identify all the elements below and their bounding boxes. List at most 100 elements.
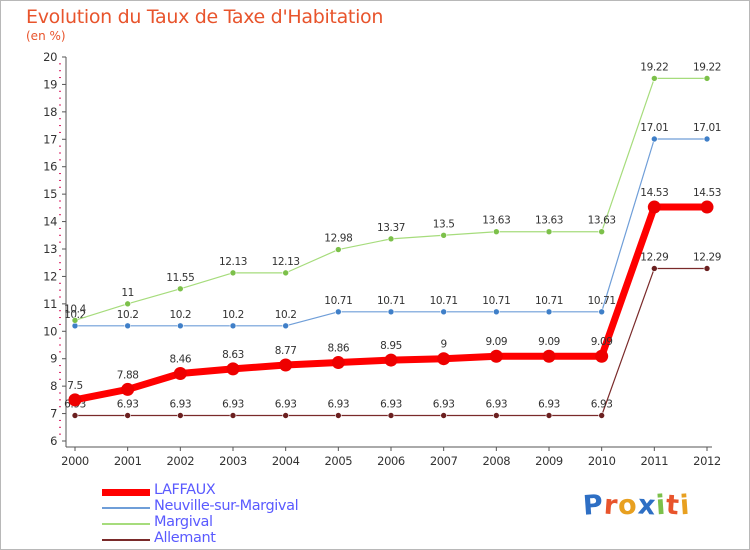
data-label: 10.2 bbox=[275, 309, 297, 321]
data-label: 12.13 bbox=[219, 256, 247, 268]
x-tick-label: 2012 bbox=[693, 454, 721, 468]
data-point bbox=[545, 412, 553, 419]
data-label: 10.2 bbox=[117, 309, 139, 321]
data-point bbox=[651, 75, 658, 82]
data-label: 12.13 bbox=[272, 256, 300, 268]
x-tick-label: 2004 bbox=[272, 454, 300, 468]
data-point bbox=[598, 412, 605, 419]
data-label: 14.53 bbox=[693, 187, 721, 199]
x-tick-label: 2002 bbox=[166, 454, 194, 468]
y-tick-label: 20 bbox=[43, 50, 57, 64]
data-label: 11 bbox=[121, 287, 134, 299]
data-point bbox=[387, 235, 395, 243]
data-point bbox=[68, 393, 82, 407]
data-label: 9 bbox=[441, 339, 447, 351]
data-label: 10.71 bbox=[588, 295, 616, 307]
y-tick-label: 14 bbox=[43, 215, 57, 229]
data-point bbox=[437, 352, 451, 366]
data-label: 10.2 bbox=[64, 309, 86, 321]
data-label: 10.71 bbox=[535, 295, 563, 307]
y-tick-label: 19 bbox=[43, 77, 57, 91]
data-label: 13.5 bbox=[433, 218, 455, 230]
x-tick-label: 2008 bbox=[482, 454, 510, 468]
x-tick-label: 2009 bbox=[535, 454, 563, 468]
y-tick-label: 18 bbox=[43, 105, 57, 119]
legend-label: Margival bbox=[154, 514, 213, 530]
data-label: 6.93 bbox=[485, 398, 507, 410]
data-label: 10.4 bbox=[64, 303, 86, 315]
data-point bbox=[651, 135, 658, 143]
logo-letter: x bbox=[636, 489, 658, 522]
proxiti-logo: Proxiti bbox=[582, 489, 692, 522]
x-tick-label: 2010 bbox=[588, 454, 616, 468]
data-label: 6.93 bbox=[380, 398, 402, 410]
data-point bbox=[226, 362, 240, 376]
data-label: 13.63 bbox=[482, 215, 510, 227]
data-point bbox=[177, 412, 184, 419]
y-tick-label: 10 bbox=[43, 324, 57, 338]
data-label: 19.22 bbox=[640, 61, 668, 73]
data-label: 6.93 bbox=[591, 398, 613, 410]
data-point bbox=[71, 317, 79, 324]
data-point bbox=[545, 308, 553, 316]
data-label: 8.86 bbox=[327, 343, 349, 355]
data-point bbox=[384, 353, 398, 367]
data-point bbox=[493, 308, 500, 316]
data-label: 6.93 bbox=[327, 398, 349, 410]
legend-label: LAFFAUX bbox=[154, 482, 216, 498]
data-label: 10.71 bbox=[377, 295, 405, 307]
data-label: 13.63 bbox=[535, 215, 563, 227]
legend-swatch bbox=[102, 523, 150, 525]
chart-title: Evolution du Taux de Taxe d'Habitation bbox=[26, 6, 384, 28]
legend-item: LAFFAUX bbox=[102, 482, 362, 500]
unit-label: (en %) bbox=[26, 29, 66, 43]
data-point bbox=[700, 200, 714, 214]
legend-swatch bbox=[102, 507, 150, 509]
data-point bbox=[71, 412, 79, 419]
data-point bbox=[282, 269, 289, 277]
data-point bbox=[282, 412, 289, 419]
y-tick-label: 13 bbox=[43, 242, 57, 256]
data-label: 10.71 bbox=[430, 295, 458, 307]
data-label: 10.2 bbox=[169, 309, 191, 321]
data-label: 17.01 bbox=[640, 122, 668, 134]
data-point bbox=[71, 322, 79, 330]
logo-letter: i bbox=[679, 489, 692, 522]
y-tick-label: 16 bbox=[43, 160, 57, 174]
data-point bbox=[335, 412, 342, 419]
legend-item: Allemant bbox=[102, 530, 362, 548]
data-label: 6.93 bbox=[433, 398, 455, 410]
y-tick-label: 11 bbox=[43, 297, 57, 311]
data-point bbox=[703, 135, 711, 143]
data-label: 8.46 bbox=[169, 354, 191, 366]
data-label: 7.88 bbox=[117, 369, 139, 381]
data-label: 6.93 bbox=[275, 398, 297, 410]
y-tick-label: 8 bbox=[50, 379, 57, 393]
data-label: 8.95 bbox=[380, 340, 402, 352]
y-tick-label: 12 bbox=[43, 269, 57, 283]
legend-label: Neuville-sur-Margival bbox=[154, 498, 299, 514]
data-label: 8.63 bbox=[222, 349, 244, 361]
data-point bbox=[493, 228, 500, 236]
data-point bbox=[493, 412, 500, 419]
data-label: 12.98 bbox=[324, 233, 352, 245]
data-label: 10.71 bbox=[324, 295, 352, 307]
data-point bbox=[124, 412, 131, 419]
data-point bbox=[440, 308, 447, 316]
x-tick-label: 2001 bbox=[114, 454, 142, 468]
data-point bbox=[124, 322, 131, 330]
legend-item: Margival bbox=[102, 514, 362, 532]
data-point bbox=[177, 285, 184, 293]
data-label: 12.29 bbox=[640, 251, 668, 263]
data-label: 19.22 bbox=[693, 61, 721, 73]
legend-label: Allemant bbox=[154, 530, 216, 546]
data-point bbox=[440, 231, 447, 239]
data-label: 6.93 bbox=[117, 398, 139, 410]
data-label: 6.93 bbox=[538, 398, 560, 410]
data-label: 17.01 bbox=[693, 122, 721, 134]
data-point bbox=[335, 308, 342, 316]
data-point bbox=[598, 308, 605, 316]
y-tick-label: 6 bbox=[50, 434, 57, 448]
